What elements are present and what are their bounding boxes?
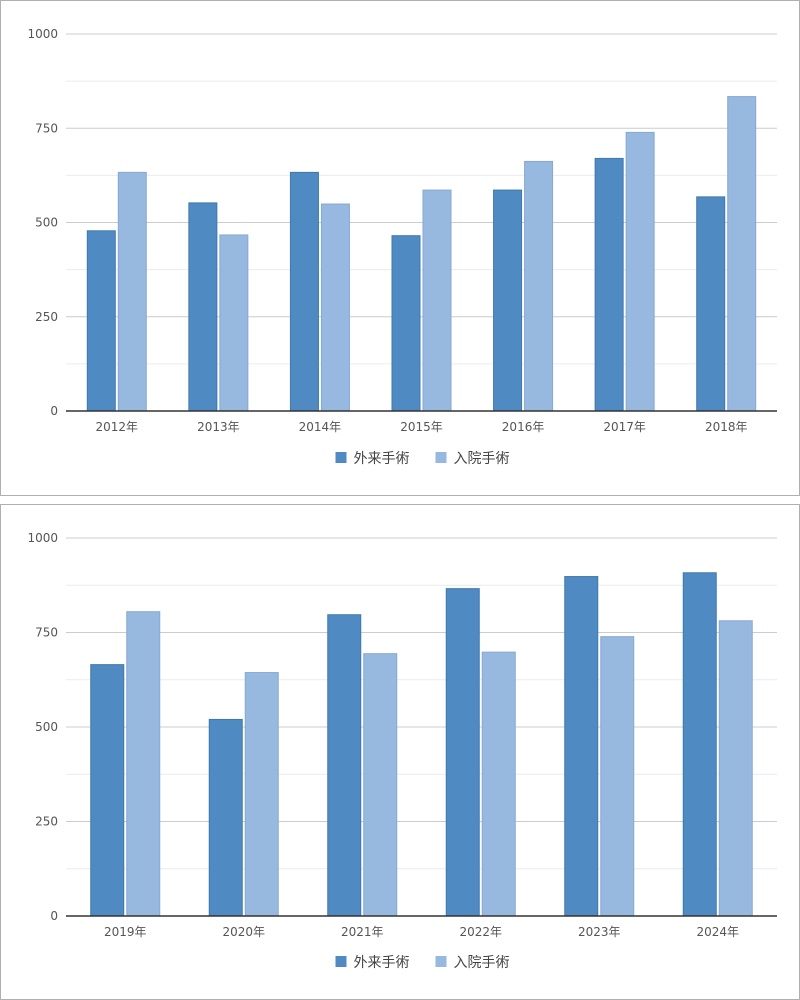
- chart-panel-2: 0 250 500 750 1000 2019年 2020年 2021年 2022年 2023年 2…: [0, 504, 800, 1000]
- bar-inpatient: [422, 189, 452, 412]
- legend-label-outpatient: 外来手術: [354, 451, 410, 467]
- chart-panel-1: 0 250 500 750 1000 2012年 2013年 2014年 2015年 2016年 2…: [0, 0, 800, 496]
- y-tick-label: 1000: [27, 531, 58, 545]
- legend-label-outpatient: 外来手術: [354, 955, 410, 971]
- bar-inpatient: [718, 620, 753, 917]
- y-tick-label: 250: [35, 310, 58, 324]
- x-tick-label: 2021年: [341, 925, 384, 939]
- bar-inpatient: [481, 651, 516, 917]
- bar-outpatient: [188, 202, 218, 412]
- bar-inpatient: [524, 160, 554, 412]
- x-tick-label: 2024年: [696, 925, 739, 939]
- x-tick-label: 2023年: [578, 925, 621, 939]
- bar-outpatient: [391, 235, 421, 412]
- y-tick-label: 750: [35, 626, 58, 640]
- bar-inpatient: [320, 203, 350, 412]
- x-tick-label: 2018年: [705, 420, 748, 434]
- x-tick-label: 2015年: [400, 420, 443, 434]
- bar-outpatient: [696, 196, 726, 412]
- bar-inpatient: [625, 131, 655, 412]
- y-tick-label: 500: [35, 720, 58, 734]
- y-tick-label: 1000: [27, 27, 58, 41]
- x-tick-label: 2012年: [96, 420, 139, 434]
- bar-outpatient: [564, 576, 599, 917]
- bar-chart-1: 0 250 500 750 1000 2012年 2013年 2014年 2015年 2016年 2…: [27, 27, 777, 467]
- bar-inpatient: [727, 96, 757, 412]
- bar-outpatient: [493, 189, 523, 412]
- x-tick-label: 2020年: [222, 925, 265, 939]
- x-tick-label: 2019年: [104, 925, 147, 939]
- legend-swatch-outpatient: [335, 452, 347, 463]
- y-tick-label: 0: [50, 404, 58, 418]
- bar-outpatient: [90, 664, 125, 917]
- x-tick-label: 2014年: [299, 420, 342, 434]
- bar-inpatient: [600, 636, 635, 917]
- legend-swatch-outpatient: [335, 956, 347, 967]
- y-tick-label: 500: [35, 216, 58, 230]
- bar-outpatient: [208, 718, 243, 917]
- legend-label-inpatient: 入院手術: [454, 451, 510, 467]
- y-tick-label: 750: [35, 121, 58, 135]
- x-tick-label: 2013年: [197, 420, 240, 434]
- bar-inpatient: [244, 672, 279, 917]
- bar-chart-2: 0 250 500 750 1000 2019年 2020年 2021年 2022年 2023年 2…: [27, 531, 777, 971]
- bar-inpatient: [126, 611, 161, 917]
- bar-outpatient: [327, 614, 362, 917]
- bar-inpatient: [219, 234, 249, 412]
- bar-outpatient: [86, 230, 116, 412]
- y-tick-label: 250: [35, 815, 58, 829]
- legend-label-inpatient: 入院手術: [454, 955, 510, 971]
- x-tick-label: 2016年: [502, 420, 545, 434]
- y-tick-label: 0: [50, 909, 58, 923]
- x-tick-label: 2017年: [603, 420, 646, 434]
- bar-inpatient: [363, 653, 398, 917]
- bar-outpatient: [682, 572, 717, 917]
- bar-inpatient: [117, 171, 147, 412]
- bar-outpatient: [594, 157, 624, 412]
- x-tick-label: 2022年: [459, 925, 502, 939]
- legend-swatch-inpatient: [435, 956, 447, 967]
- bar-outpatient: [445, 588, 480, 917]
- legend-swatch-inpatient: [435, 452, 447, 463]
- bar-outpatient: [289, 171, 319, 412]
